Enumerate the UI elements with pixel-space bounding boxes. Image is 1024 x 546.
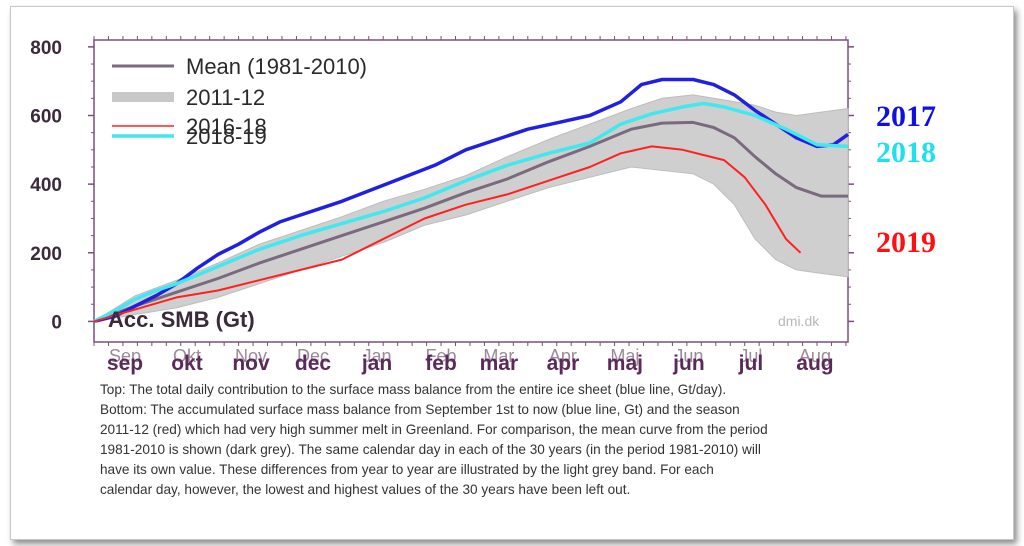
month-label-ghost: Apr	[549, 346, 577, 366]
caption-line: calendar day, however, the lowest and hi…	[100, 482, 631, 497]
figure-caption: Top: The total daily contribution to the…	[100, 380, 890, 500]
series-line-2019	[93, 145, 802, 323]
legend-label: 2016-18	[186, 114, 267, 139]
month-label: feb	[425, 352, 457, 375]
month-label-ghost: Jun	[674, 346, 703, 366]
month-label-ghost: Sep	[109, 346, 141, 366]
watermark: dmi.dk	[778, 313, 820, 329]
month-label-ghost: Mar	[483, 346, 514, 366]
month-label-ghost: Jul	[739, 346, 762, 366]
month-label: mar	[480, 352, 519, 375]
year-label-2018: 2018	[876, 136, 936, 169]
month-label: dec	[295, 352, 332, 375]
month-label-ghost: Okt	[173, 346, 201, 366]
variability-band	[93, 94, 849, 322]
year-label-2019: 2019	[876, 226, 936, 259]
caption-line: 2011-12 (red) which had very high summer…	[100, 422, 768, 437]
variability-band-area	[93, 94, 849, 322]
series-line-mean-1981-2010-	[93, 120, 848, 323]
month-label: nov	[232, 352, 270, 375]
legend-label: 2018-19	[186, 124, 267, 149]
caption-line: Bottom: The accumulated surface mass bal…	[100, 402, 740, 417]
month-label-ghost: Aug	[799, 346, 831, 366]
y-tick-label: 600	[30, 107, 62, 128]
series-line-2017	[93, 77, 850, 324]
y-tick-label: 0	[51, 312, 62, 333]
y-axis-title: Acc. SMB (Gt)	[108, 307, 255, 332]
caption-line: have its own value. These differences fr…	[100, 462, 714, 477]
y-tick-label: 400	[30, 175, 62, 196]
month-label: jul	[738, 352, 764, 375]
month-label: okt	[171, 352, 203, 375]
series-lines	[93, 77, 850, 324]
month-label: apr	[547, 352, 580, 375]
y-tick-label: 200	[30, 244, 62, 265]
year-label-2017: 2017	[876, 100, 936, 133]
series-line-2018	[93, 101, 849, 323]
caption-line: Top: The total daily contribution to the…	[100, 382, 727, 397]
month-label: jan	[361, 352, 392, 375]
month-label-ghost: Nov	[235, 346, 267, 366]
month-label: aug	[796, 352, 833, 375]
month-label: sep	[107, 352, 143, 375]
month-label-ghost: Maj	[610, 346, 639, 366]
month-label: maj	[607, 352, 643, 375]
legend-label: 2011-12	[186, 85, 265, 110]
chart-text: Acc. SMB (Gt) dmi.dk	[108, 307, 820, 332]
month-label-ghost: Dec	[297, 346, 329, 366]
caption-line: 1981-2010 is shown (dark grey). The same…	[100, 442, 761, 457]
month-label: jun	[672, 352, 705, 375]
legend-label: Mean (1981-2010)	[186, 54, 367, 79]
y-tick-label: 800	[30, 38, 62, 59]
month-label-ghost: Feb	[426, 346, 457, 366]
month-label-ghost: Jan	[362, 346, 391, 366]
